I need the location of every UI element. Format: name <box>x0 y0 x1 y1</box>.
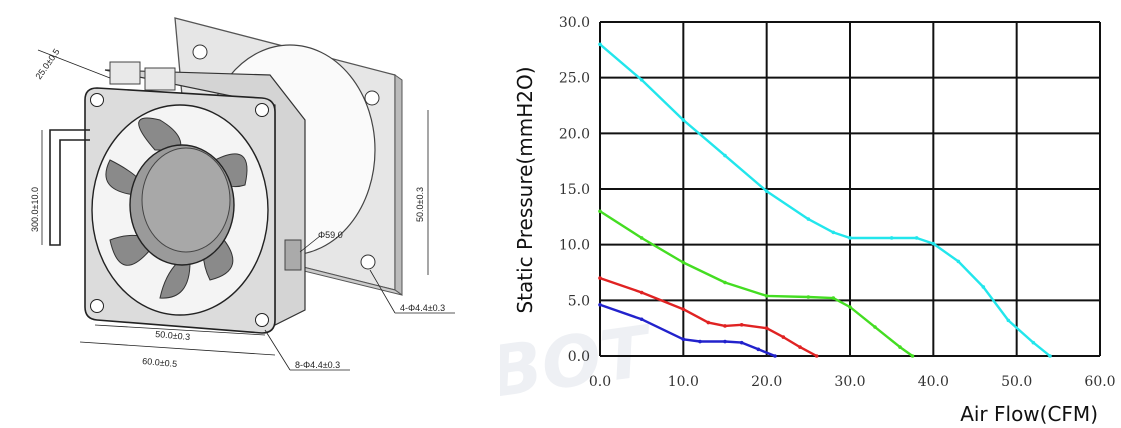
lead-wire <box>49 129 90 246</box>
series-1 <box>598 209 915 358</box>
y-axis-title: Static Pressure(mmH2O) <box>513 66 537 313</box>
data-point <box>798 345 802 349</box>
data-point <box>831 230 836 235</box>
data-point <box>681 337 686 342</box>
data-point <box>698 339 702 344</box>
data-point <box>756 347 761 352</box>
data-point <box>598 42 602 47</box>
data-point <box>1031 340 1036 345</box>
series-2 <box>598 276 819 358</box>
x-tick-label: 50.0 <box>1001 374 1032 390</box>
data-point <box>1006 318 1011 323</box>
data-point <box>814 354 819 358</box>
data-point <box>598 302 602 307</box>
x-tick-label: 60.0 <box>1084 374 1115 390</box>
data-point <box>806 217 811 221</box>
chart-series <box>598 42 1052 358</box>
data-point <box>981 285 986 289</box>
x-tick-labels: 0.0 10.0 20.0 30.0 40.0 50.0 60.0 <box>589 374 1116 390</box>
data-point <box>723 280 727 285</box>
data-point <box>931 241 936 246</box>
data-point <box>848 305 852 309</box>
data-point <box>956 259 961 264</box>
y-tick-label: 10.0 <box>559 238 590 254</box>
x-tick-label: 20.0 <box>751 374 782 390</box>
dim-gasket-holes: 4-Φ4.4±0.3 <box>400 303 445 313</box>
data-point <box>1048 354 1052 358</box>
series-0 <box>598 42 1052 358</box>
y-tick-label: 20.0 <box>559 126 590 142</box>
data-point <box>831 296 836 300</box>
data-point <box>764 326 769 330</box>
y-tick-label: 5.0 <box>568 293 590 309</box>
data-point <box>848 236 852 240</box>
data-point <box>773 354 777 358</box>
data-point <box>781 335 786 339</box>
data-point <box>898 345 902 349</box>
data-point <box>723 324 727 328</box>
y-tick-label: 25.0 <box>559 71 590 87</box>
data-point <box>723 339 727 344</box>
data-point <box>706 320 711 325</box>
watermark: OASBOT <box>500 310 659 428</box>
dim-fan-holes: 8-Φ4.4±0.3 <box>295 360 340 370</box>
fan-dimension-drawing: 25.0±0.5 300.0±10.0 50.0±0.3 60.0±0.5 50… <box>30 17 455 371</box>
series-3 <box>598 302 777 358</box>
series-line <box>599 303 776 358</box>
data-point <box>739 340 744 345</box>
data-point <box>639 78 644 82</box>
series-line <box>599 43 1051 357</box>
data-point <box>681 260 686 265</box>
data-point <box>681 118 686 122</box>
chart-grid <box>599 21 1101 357</box>
pq-chart: OASBOT 0.0 10.0 20.0 30.0 40.0 50.0 60.0 0.0 5.… <box>500 15 1116 428</box>
data-point <box>681 307 686 312</box>
dimension-lines <box>37 49 455 371</box>
x-tick-label: 40.0 <box>918 374 949 390</box>
x-axis-title: Air Flow(CFM) <box>960 402 1098 426</box>
dim-hole-spacing: 50.0±0.3 <box>415 187 425 222</box>
y-tick-labels: 0.0 5.0 10.0 15.0 20.0 25.0 30.0 <box>559 15 590 365</box>
data-point <box>639 236 644 240</box>
data-point <box>739 323 744 327</box>
data-point <box>889 236 894 240</box>
y-tick-label: 30.0 <box>559 15 590 31</box>
dim-inner-width: 50.0±0.3 <box>155 329 191 342</box>
series-line <box>599 276 818 358</box>
dim-lead-length: 300.0±10.0 <box>30 187 40 232</box>
x-tick-label: 30.0 <box>834 374 865 390</box>
data-point <box>764 294 769 298</box>
data-point <box>723 153 727 158</box>
dim-hub-diameter: Φ59.0 <box>318 230 343 240</box>
x-tick-label: 10.0 <box>668 374 699 390</box>
dim-outer-width: 60.0±0.5 <box>142 356 178 369</box>
y-tick-label: 15.0 <box>559 182 590 198</box>
data-point <box>914 236 919 240</box>
dim-depth: 25.0±0.5 <box>33 47 61 81</box>
data-point <box>598 276 602 280</box>
data-point <box>806 295 811 299</box>
data-point <box>873 325 877 329</box>
data-point <box>639 290 644 295</box>
data-point <box>764 189 769 194</box>
y-tick-label: 0.0 <box>568 349 590 365</box>
data-point <box>639 317 644 322</box>
x-tick-label: 0.0 <box>589 374 611 390</box>
data-point <box>598 209 602 214</box>
data-point <box>910 354 915 358</box>
series-line <box>599 210 914 357</box>
